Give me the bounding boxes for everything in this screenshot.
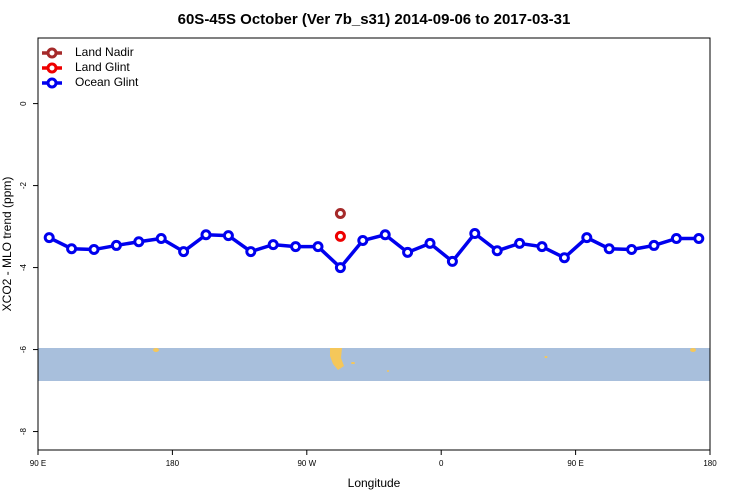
data-point — [290, 241, 302, 253]
y-tick-label: -8 — [19, 427, 28, 435]
data-point — [245, 246, 257, 258]
y-tick-label: -2 — [19, 181, 28, 189]
data-point — [334, 207, 346, 219]
series-line — [48, 231, 699, 271]
data-point — [200, 229, 212, 241]
land-shapes — [153, 348, 696, 372]
y-tick-label: -4 — [19, 263, 28, 271]
data-point — [581, 232, 593, 244]
y-axis-label: XCO2 - MLO trend (ppm) — [0, 177, 14, 312]
x-tick-label: 90 E — [30, 459, 46, 468]
data-point — [491, 245, 503, 257]
legend-label: Land Nadir — [75, 45, 134, 59]
data-point — [446, 255, 458, 267]
data-point — [379, 229, 391, 241]
x-tick-label: 0 — [439, 459, 444, 468]
x-tick-label: 180 — [166, 459, 180, 468]
data-point — [312, 241, 324, 253]
legend-label: Ocean Glint — [75, 75, 139, 89]
data-point — [670, 232, 682, 244]
x-axis-label: Longitude — [348, 476, 401, 490]
x-tick-label: 180 — [703, 459, 717, 468]
data-point — [402, 246, 414, 258]
data-point — [693, 232, 705, 244]
data-point — [603, 243, 615, 255]
data-point — [43, 232, 55, 244]
data-point — [536, 241, 548, 253]
data-point — [424, 237, 436, 249]
data-point — [222, 230, 234, 242]
y-tick-label: -6 — [19, 345, 28, 353]
x-tick-label: 90 W — [297, 459, 316, 468]
data-point — [469, 228, 481, 240]
plot-frame — [37, 37, 711, 451]
data-point — [558, 252, 570, 264]
data-point — [267, 239, 279, 251]
data-point — [133, 236, 145, 248]
legend-marker — [46, 77, 58, 89]
data-point — [110, 239, 122, 251]
y-tick-label: 0 — [19, 101, 28, 106]
chart-title: 60S-45S October (Ver 7b_s31) 2014-09-06 … — [178, 11, 571, 28]
x-tick-label: 90 E — [567, 459, 583, 468]
data-point — [334, 262, 346, 274]
data-point — [626, 244, 638, 256]
data-point — [648, 239, 660, 251]
map-strip — [38, 348, 710, 381]
data-point — [357, 235, 369, 247]
legend-label: Land Glint — [75, 60, 130, 74]
data-point — [66, 243, 78, 255]
data-point — [88, 244, 100, 256]
data-point — [334, 230, 346, 242]
legend-marker — [46, 47, 58, 59]
data-point — [178, 246, 190, 258]
data-point — [155, 232, 167, 244]
data-point — [514, 237, 526, 249]
legend-marker — [46, 62, 58, 74]
